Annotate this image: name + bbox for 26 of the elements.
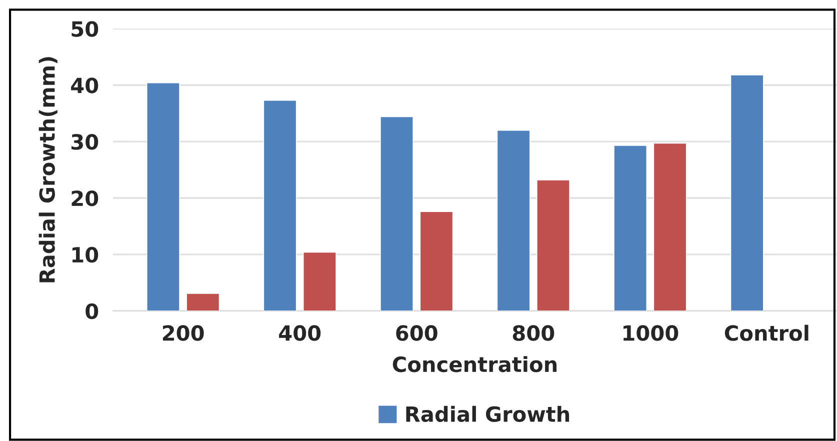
bar (614, 145, 648, 311)
bar (730, 74, 764, 311)
x-tick-label: Control (724, 324, 808, 341)
y-tick-label: 40 (71, 78, 98, 94)
y-tick-label: 30 (72, 134, 98, 150)
bar (420, 211, 454, 311)
bar (186, 292, 220, 311)
legend-label: Radial Growth (406, 406, 570, 422)
y-tick-label: 20 (72, 190, 98, 206)
bar (380, 116, 414, 311)
x-tick-label: 200 (162, 325, 204, 341)
bar (302, 252, 336, 311)
bar (536, 180, 570, 311)
x-tick-label: 1000 (624, 325, 678, 341)
x-tick-label: 800 (512, 325, 554, 341)
y-tick-label: 50 (72, 21, 98, 37)
bar (263, 100, 297, 311)
x-axis-title: Concentration (392, 356, 557, 372)
y-tick-label: 10 (72, 246, 98, 263)
bar (496, 130, 530, 311)
y-axis-title: Radial Growth(mm) (38, 57, 58, 282)
x-tick-label: 600 (396, 325, 438, 341)
y-tick-label: 0 (86, 303, 98, 320)
x-tick-label: 400 (279, 325, 321, 341)
bar (653, 142, 687, 311)
bar (146, 82, 180, 311)
